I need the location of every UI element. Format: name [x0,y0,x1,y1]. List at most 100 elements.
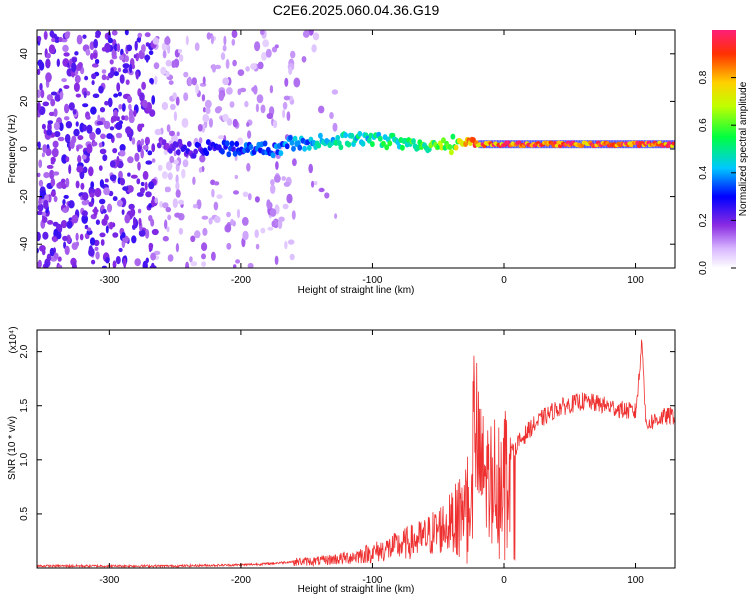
noise-speckle [283,181,291,187]
x-tick-label: 0 [501,575,507,586]
noise-speckle [81,154,87,160]
noise-speckle [318,187,325,193]
noise-speckle [134,152,140,162]
noise-speckle [115,132,123,139]
noise-speckle [75,232,79,241]
noise-speckle [142,144,149,151]
noise-speckle [74,51,79,56]
noise-speckle [102,154,108,162]
noise-speckle [123,257,127,268]
noise-speckle [175,189,181,198]
noise-speckle [164,36,171,45]
noise-speckle [101,47,107,52]
noise-speckle [99,148,107,155]
noise-speckle [101,265,107,268]
ridge-segment [316,142,322,149]
noise-speckle [314,180,318,186]
snr-marks [37,339,675,568]
noise-speckle [118,247,123,253]
noise-speckle [64,133,71,144]
noise-speckle [214,64,222,70]
noise-speckle [125,126,132,135]
ridge-segment [447,144,453,150]
noise-speckle [54,94,61,102]
noise-speckle [76,145,80,152]
noise-speckle [290,50,296,59]
noise-speckle [166,124,171,133]
y-tick-label: 40 [19,48,30,60]
ridge-segment [411,138,416,145]
noise-speckle [198,167,203,173]
noise-speckle [271,220,276,228]
noise-speckle [66,220,73,229]
ridge-segment [370,141,375,148]
noise-speckle [41,123,46,130]
noise-speckle [233,264,237,268]
noise-speckle [211,188,215,198]
noise-speckle [329,112,334,119]
noise-speckle [90,181,95,189]
ridge-segment [381,140,386,147]
noise-speckle [201,261,207,267]
noise-speckle [71,242,79,251]
noise-speckle [226,87,233,95]
noise-speckle [113,93,119,98]
noise-speckle [178,54,184,62]
noise-speckle [37,101,41,112]
noise-speckle [131,137,136,145]
noise-speckle [235,259,241,264]
noise-speckle [110,67,115,78]
noise-speckle [145,160,153,165]
noise-speckle [82,166,88,174]
noise-speckle [274,44,279,49]
noise-speckle [42,231,49,240]
noise-speckle [106,76,110,81]
ridge-segment [234,141,240,147]
noise-speckle [119,177,126,186]
noise-speckle [183,92,189,102]
noise-speckle [85,115,91,120]
noise-speckle [75,93,82,98]
noise-speckle [129,133,133,142]
noise-speckle [311,44,317,53]
noise-speckle [165,71,170,78]
noise-speckle [65,177,70,188]
noise-speckle [43,30,48,40]
noise-speckle [93,38,98,49]
noise-speckle [274,174,281,183]
noise-speckle [48,111,56,117]
noise-speckle [73,82,80,92]
ridge-segment [292,135,298,142]
noise-speckle [119,54,124,61]
noise-speckle [167,254,174,262]
noise-speckle [101,74,107,81]
noise-speckle [82,103,89,108]
noise-speckle [91,80,95,86]
noise-speckle [148,242,154,250]
noise-speckle [137,144,142,153]
noise-speckle [64,31,70,39]
noise-speckle [109,59,114,65]
noise-speckle [199,82,207,87]
y-tick-label: -20 [19,189,30,204]
noise-speckle [119,144,126,152]
ridge-segment [335,134,341,141]
colorbar-label: Normalized spectral amplitude [738,81,749,216]
noise-speckle [112,148,118,154]
noise-speckle [114,43,118,52]
noise-speckle [42,144,48,153]
noise-speckle [44,261,49,268]
noise-speckle [85,49,91,56]
noise-speckle [53,171,60,176]
noise-speckle [181,118,189,128]
noise-speckle [95,127,101,135]
x-tick-label: -100 [362,275,382,286]
noise-speckle [61,78,67,83]
noise-speckle [86,124,93,134]
noise-speckle [56,231,62,240]
noise-speckle [37,210,44,216]
noise-speckle [208,118,213,128]
noise-speckle [62,44,69,53]
noise-speckle [37,35,42,42]
